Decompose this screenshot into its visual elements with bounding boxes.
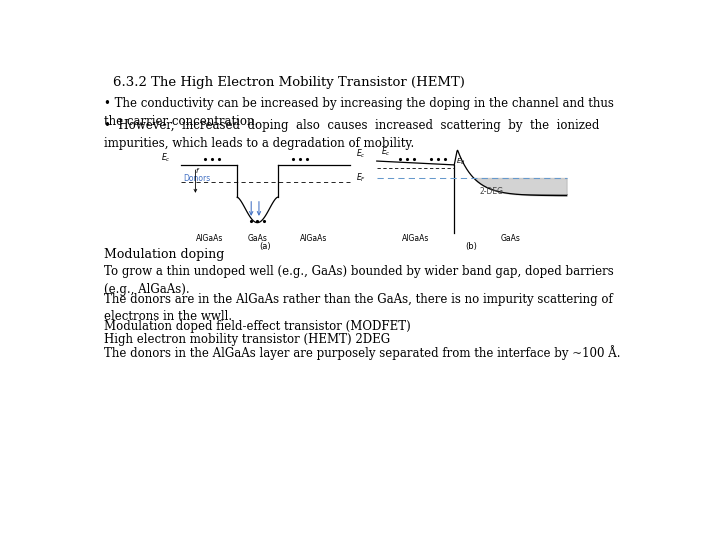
Text: Modulation doped field-effect transistor (MODFET): Modulation doped field-effect transistor… — [104, 320, 410, 333]
Text: AlGaAs: AlGaAs — [196, 234, 223, 243]
Text: •  However,  increased  doping  also  causes  increased  scattering  by  the  io: • However, increased doping also causes … — [104, 119, 599, 150]
Text: GaAs: GaAs — [248, 234, 267, 243]
Text: (a): (a) — [260, 242, 271, 251]
Text: $E_c$: $E_c$ — [161, 152, 171, 164]
Text: To grow a thin undoped well (e.g., GaAs) bounded by wider band gap, doped barrie: To grow a thin undoped well (e.g., GaAs)… — [104, 265, 613, 295]
Text: GaAs: GaAs — [500, 234, 521, 243]
Text: The donors are in the AlGaAs rather than the GaAs, there is no impurity scatteri: The donors are in the AlGaAs rather than… — [104, 293, 613, 323]
Text: Donors: Donors — [184, 174, 210, 183]
Text: The donors in the AlGaAs layer are purposely separated from the interface by ~10: The donors in the AlGaAs layer are purpo… — [104, 345, 621, 360]
Text: 2-DEG: 2-DEG — [479, 187, 503, 196]
Text: • The conductivity can be increased by increasing the doping in the channel and : • The conductivity can be increased by i… — [104, 97, 614, 127]
Text: f: f — [195, 168, 198, 174]
Text: (b): (b) — [466, 242, 477, 251]
Text: AlGaAs: AlGaAs — [300, 234, 328, 243]
Text: $E_c$: $E_c$ — [381, 145, 390, 158]
Text: Modulation doping: Modulation doping — [104, 248, 225, 261]
Text: AlGaAs: AlGaAs — [402, 234, 429, 243]
Text: $E_d$: $E_d$ — [456, 157, 465, 167]
Text: High electron mobility transistor (HEMT) 2DEG: High electron mobility transistor (HEMT)… — [104, 333, 390, 346]
Text: $E_F$: $E_F$ — [356, 172, 366, 184]
Text: $E_c$: $E_c$ — [356, 148, 366, 160]
Text: 6.3.2 The High Electron Mobility Transistor (HEMT): 6.3.2 The High Electron Mobility Transis… — [113, 76, 465, 89]
